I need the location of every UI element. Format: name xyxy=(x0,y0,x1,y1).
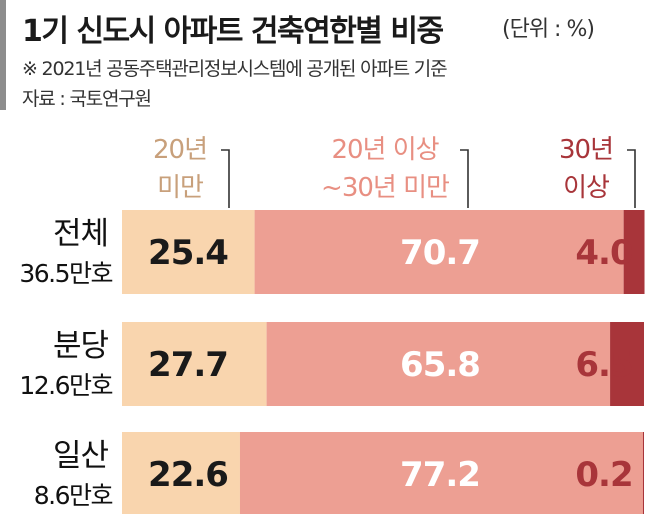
category-label: 분당 xyxy=(53,328,109,364)
data-label: 4.0 xyxy=(575,233,633,273)
title-accent-bar xyxy=(0,0,6,110)
legend-label: 이상 xyxy=(563,173,609,203)
legend-label: 미만 xyxy=(157,173,203,203)
legend-label: ~30년 미만 xyxy=(321,173,449,203)
category-households-label: 12.6만호 xyxy=(19,371,112,400)
bar-segment xyxy=(642,432,644,514)
chart-note: ※ 2021년 공동주택관리정보시스템에 공개된 아파트 기준 xyxy=(22,58,448,80)
legend-label: 30년 xyxy=(559,135,613,165)
chart-source: 자료 : 국토연구원 xyxy=(22,88,152,110)
legend-leader-line xyxy=(627,149,636,208)
bar-segment xyxy=(122,210,255,294)
data-label: 22.6 xyxy=(148,455,228,495)
legend-leader-line xyxy=(460,149,469,208)
category-households-label: 36.5만호 xyxy=(19,259,112,288)
bar-segment xyxy=(122,432,240,514)
data-label: 6.5 xyxy=(575,345,632,385)
data-label: 25.4 xyxy=(148,233,228,273)
category-label: 전체 xyxy=(53,216,108,252)
category-households-label: 8.6만호 xyxy=(34,481,113,510)
bar-segment xyxy=(610,322,644,406)
unit-label: (단위 : %) xyxy=(502,17,595,42)
bar-segment xyxy=(239,432,643,514)
bar-segment xyxy=(266,322,611,406)
legend-label: 20년 xyxy=(153,135,207,165)
bar-segment xyxy=(122,322,267,406)
bar-segment xyxy=(623,210,645,294)
data-label: 0.2 xyxy=(575,455,632,495)
data-label: 27.7 xyxy=(148,345,228,385)
legend-label: 20년 이상 xyxy=(331,135,438,165)
data-label: 77.2 xyxy=(400,455,480,495)
data-label: 65.8 xyxy=(400,345,480,385)
legend-leader-line xyxy=(221,149,230,208)
category-label: 일산 xyxy=(53,438,109,474)
chart-title: 1기 신도시 아파트 건축연한별 비중 xyxy=(22,14,444,49)
bar-segment xyxy=(254,210,624,294)
data-label: 70.7 xyxy=(400,233,480,273)
